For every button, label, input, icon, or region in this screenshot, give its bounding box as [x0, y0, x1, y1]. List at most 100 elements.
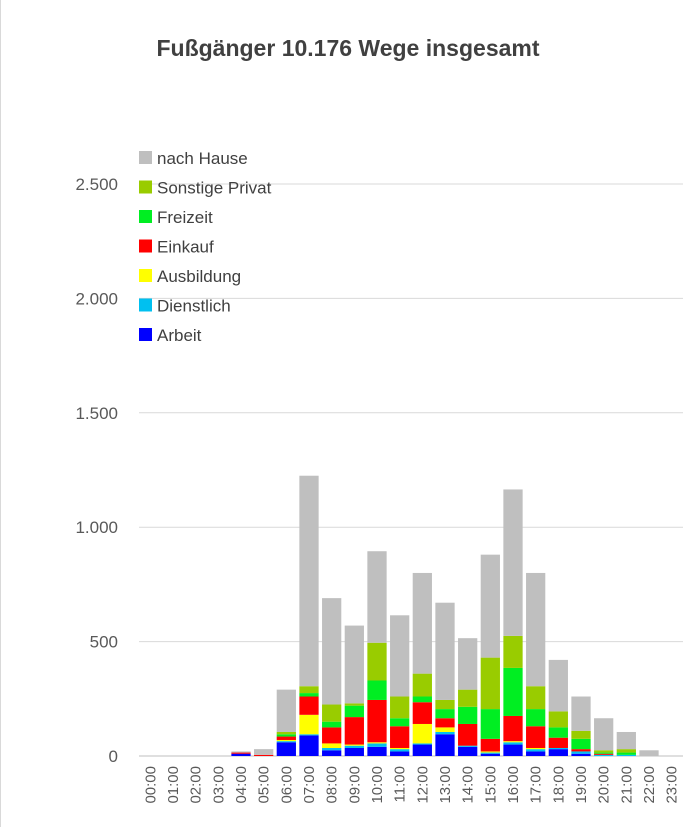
bar-segment [548, 737, 568, 748]
legend: nach Hause Sonstige Privat Freizeit Einkauf… [139, 149, 272, 345]
bar-segment [480, 752, 500, 754]
bar-segment [616, 754, 636, 756]
bar-segment [571, 751, 591, 754]
x-tick-label: 12:00 [414, 766, 431, 804]
bar-segment [458, 706, 478, 724]
bar-segment [412, 572, 432, 674]
bar-segment [639, 750, 659, 756]
bar-segment [503, 715, 523, 742]
x-tick-label: 07:00 [301, 766, 318, 804]
bar-segment [458, 745, 478, 747]
bar-segment [299, 696, 319, 715]
bar-segment [503, 667, 523, 716]
bar-segment [367, 551, 387, 643]
bar-segment [548, 727, 568, 738]
bars [231, 475, 659, 756]
y-tick-label: 1.500 [75, 404, 118, 423]
legend-swatch [139, 328, 152, 341]
chart-title: Fußgänger 10.176 Wege insgesamt [156, 35, 539, 61]
bar-segment [390, 696, 410, 719]
bar-segment [276, 734, 296, 737]
x-tick-label: 03:00 [210, 766, 227, 804]
bar-segment [390, 615, 410, 697]
bar-segment [367, 742, 387, 744]
bar-segment [390, 751, 410, 756]
bar-segment [458, 723, 478, 746]
bar-segment [276, 731, 296, 735]
x-tick-label: 04:00 [233, 766, 250, 804]
bar-segment [458, 746, 478, 756]
x-tick-label: 19:00 [573, 766, 590, 804]
bar-segment [276, 739, 296, 742]
bar-segment [299, 735, 319, 756]
bar-segment [231, 751, 251, 753]
bar-segment [390, 749, 410, 752]
bar-segment [299, 475, 319, 687]
bar-segment [480, 709, 500, 739]
x-tick-label: 17:00 [528, 766, 545, 804]
x-tick-label: 05:00 [256, 766, 273, 804]
bar-segment [548, 749, 568, 756]
x-tick-label: 06:00 [278, 766, 295, 804]
x-tick-label: 16:00 [505, 766, 522, 804]
x-tick-label: 01:00 [165, 766, 182, 804]
legend-label: Ausbildung [157, 267, 241, 286]
bar-segment [526, 751, 546, 756]
bar-segment [390, 747, 410, 750]
bar-segment [390, 726, 410, 748]
legend-swatch [139, 269, 152, 282]
bar-segment [322, 743, 342, 748]
y-tick-label: 2.500 [75, 175, 118, 194]
bar-segment [299, 714, 319, 735]
bar-segment [412, 743, 432, 745]
legend-label: Dienstlich [157, 297, 231, 316]
bar-segment [571, 738, 591, 750]
bar-segment [526, 726, 546, 748]
x-tick-label: 11:00 [392, 766, 409, 802]
x-tick-label: 02:00 [188, 766, 205, 804]
bar-segment [594, 752, 614, 754]
legend-swatch [139, 210, 152, 223]
bar-segment [322, 747, 342, 751]
bar-segment [571, 730, 591, 739]
bar-segment [367, 699, 387, 743]
legend-label: Sonstige Privat [157, 179, 272, 198]
x-tick-label: 15:00 [482, 766, 499, 804]
x-tick-label: 14:00 [460, 766, 477, 804]
legend-label: Einkauf [157, 238, 214, 257]
bar-segment [571, 753, 591, 756]
bar-segment [594, 754, 614, 756]
bar-segment [503, 635, 523, 668]
bar-segment [412, 744, 432, 756]
bar-segment [458, 689, 478, 707]
bar-segment [344, 705, 364, 718]
bar-segment [344, 744, 364, 746]
x-axis-ticks: 00:00 01:00 02:00 03:00 04:00 05:00 06:00 07:00… [142, 766, 680, 804]
bar-segment [276, 689, 296, 732]
legend-swatch [139, 180, 152, 194]
x-tick-label: 21:00 [618, 766, 635, 804]
y-tick-label: 1.000 [75, 518, 118, 537]
bar-segment [367, 743, 387, 747]
y-tick-label: 500 [90, 633, 118, 652]
bar-segment [594, 718, 614, 751]
bar-segment [435, 718, 455, 728]
bar-segment [322, 750, 342, 756]
bar-segment [344, 703, 364, 706]
bar-segment [367, 680, 387, 700]
bar-segment [526, 747, 546, 750]
bar-segment [503, 489, 523, 636]
bar-segment [435, 709, 455, 719]
bar-segment [344, 745, 364, 748]
bar-segment [231, 753, 251, 756]
bar-segment [548, 747, 568, 750]
bar-segment [480, 657, 500, 710]
bar-segment [299, 686, 319, 694]
bar-segment [616, 749, 636, 753]
bar-segment [367, 746, 387, 756]
bar-segment [276, 741, 296, 743]
gridlines [139, 183, 683, 757]
bar-segment [480, 554, 500, 658]
